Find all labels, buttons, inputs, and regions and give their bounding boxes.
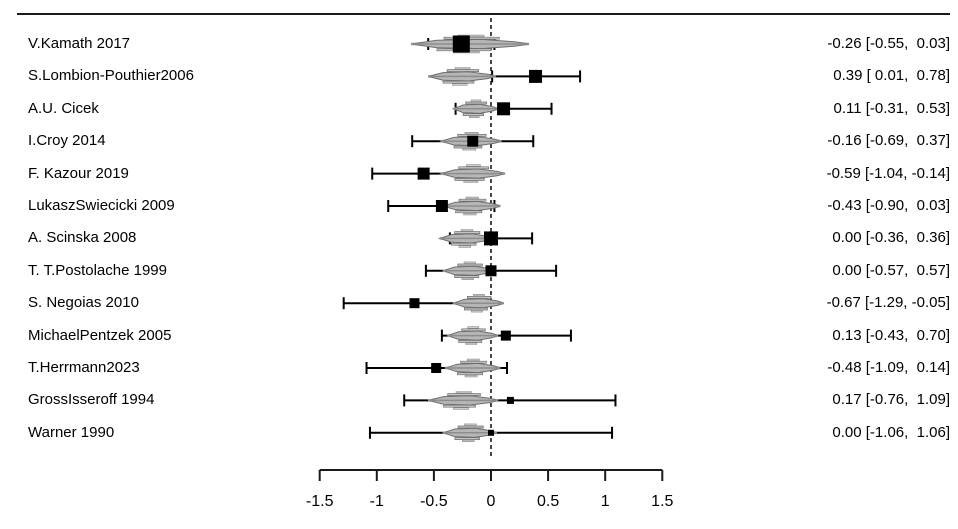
- effect-size-value: -0.48 [-1.09, 0.14]: [827, 359, 950, 376]
- glyph-bottom-bar: [455, 210, 483, 214]
- glyph-bottom-bar: [464, 307, 488, 311]
- glyph-top-bar: [467, 296, 492, 299]
- glyph-bottom-small-bar: [464, 374, 478, 378]
- glyph-top-small-bar: [464, 423, 477, 426]
- glyph-top-small-bar: [466, 164, 481, 167]
- study-label: MichaelPentzek 2005: [28, 326, 172, 344]
- study-label: GrossIsseroff 1994: [28, 391, 155, 409]
- glyph-bottom-small-bar: [462, 148, 477, 151]
- glyph-bottom-small-bar: [458, 245, 472, 248]
- glyph-top-bar: [457, 425, 484, 429]
- study-label: T.Herrmann2023: [28, 359, 140, 376]
- glyph-top-small-bar: [464, 132, 479, 135]
- glyph-bottom-small-bar: [463, 213, 477, 216]
- glyph-top-small-bar: [467, 326, 480, 329]
- glyph-top-bar: [443, 36, 500, 40]
- effect-size-value: -0.67 [-1.29, -0.05]: [826, 294, 950, 312]
- glyph-bottom-small-bar: [452, 83, 468, 86]
- x-axis-tick-label: 0: [486, 493, 496, 510]
- glyph-top-small-bar: [473, 293, 485, 297]
- effect-size-value: 0.17 [-0.76, 1.09]: [832, 391, 950, 409]
- glyph-bottom-bar: [458, 340, 483, 343]
- effect-size-value: -0.59 [-1.04, -0.14]: [826, 164, 950, 182]
- study-label: Warner 1990: [28, 423, 115, 441]
- glyph-top-bar: [457, 134, 487, 137]
- top-rule-divider: [17, 13, 950, 15]
- study-label: A. Scinska 2008: [28, 229, 137, 247]
- glyph-top-bar: [461, 328, 486, 332]
- glyph-top-bar: [458, 198, 487, 202]
- estimate-square: [529, 69, 543, 83]
- effect-size-value: 0.00 [-0.57, 0.57]: [832, 261, 950, 279]
- estimate-square: [435, 200, 448, 212]
- glyph-top-small-bar: [460, 229, 474, 232]
- estimate-square: [452, 35, 470, 53]
- glyph-top-bar: [458, 166, 490, 170]
- estimate-square: [497, 102, 511, 116]
- effect-size-value: -0.16 [-0.69, 0.37]: [827, 132, 950, 150]
- effect-size-value: 0.11 [-0.31, 0.53]: [833, 99, 950, 117]
- estimate-square: [506, 396, 514, 404]
- glyph-top-bar: [446, 69, 480, 72]
- x-axis-tick-label: -0.5: [420, 493, 448, 510]
- glyph-top-small-bar: [470, 99, 482, 102]
- glyph-bottom-bar: [457, 372, 483, 376]
- glyph-bottom-bar: [454, 437, 480, 440]
- effect-size-value: 0.00 [-0.36, 0.36]: [832, 229, 950, 247]
- study-label: V.Kamath 2017: [28, 35, 131, 52]
- estimate-square: [485, 265, 497, 277]
- estimate-square: [431, 363, 442, 373]
- glyph-bottom-small-bar: [463, 180, 479, 183]
- study-label: F. Kazour 2019: [28, 164, 129, 182]
- x-axis-tick-label: -1.5: [305, 493, 334, 510]
- estimate-square: [467, 135, 479, 147]
- study-label: S.Lombion-Pouthier2006: [28, 67, 194, 85]
- study-label: LukaszSwiecicki 2009: [28, 197, 175, 214]
- estimate-square: [500, 330, 511, 341]
- x-axis-tick-label: 0.5: [536, 493, 560, 510]
- estimate-square: [409, 298, 420, 309]
- x-axis-tick-label: 1.5: [651, 493, 674, 510]
- glyph-bottom-small-bar: [452, 407, 469, 410]
- glyph-top-bar: [454, 231, 481, 234]
- effect-size-value: 0.39 [ 0.01, 0.78]: [833, 67, 950, 85]
- study-label: S. Negoias 2010: [28, 294, 139, 312]
- glyph-top-small-bar: [463, 261, 476, 264]
- effect-size-value: 0.13 [-0.43, 0.70]: [832, 326, 950, 344]
- glyph-top-small-bar: [454, 67, 471, 70]
- glyph-top-bar: [465, 101, 488, 105]
- estimate-square: [417, 167, 430, 180]
- effect-size-value: -0.43 [-0.90, 0.03]: [827, 197, 950, 214]
- glyph-bottom-bar: [443, 404, 476, 408]
- glyph-bottom-bar: [454, 275, 480, 278]
- glyph-top-small-bar: [455, 391, 472, 394]
- study-label: T. T.Postolache 1999: [28, 261, 167, 279]
- study-label: A.U. Cicek: [28, 99, 99, 117]
- estimate-square: [488, 429, 494, 436]
- study-label: I.Croy 2014: [28, 132, 106, 150]
- glyph-bottom-small-bar: [469, 115, 480, 118]
- glyph-bottom-bar: [454, 178, 485, 181]
- glyph-top-bar: [447, 393, 481, 396]
- glyph-top-bar: [457, 263, 483, 267]
- glyph-bottom-small-bar: [465, 342, 478, 345]
- x-axis-tick-label: 1: [600, 493, 610, 510]
- estimate-square: [484, 231, 498, 246]
- effect-size-value: -0.26 [-0.55, 0.03]: [827, 35, 950, 52]
- effect-size-value: 0.00 [-1.06, 1.06]: [832, 423, 950, 441]
- glyph-bottom-small-bar: [471, 310, 483, 313]
- glyph-top-bar: [460, 360, 487, 364]
- glyph-bottom-bar: [442, 80, 475, 84]
- glyph-bottom-bar: [462, 113, 484, 116]
- glyph-bottom-small-bar: [461, 277, 474, 281]
- x-axis-tick-label: -1: [369, 493, 384, 510]
- glyph-top-small-bar: [466, 358, 480, 362]
- glyph-top-small-bar: [465, 196, 479, 199]
- glyph-bottom-bar: [451, 242, 477, 246]
- glyph-bottom-small-bar: [462, 439, 475, 443]
